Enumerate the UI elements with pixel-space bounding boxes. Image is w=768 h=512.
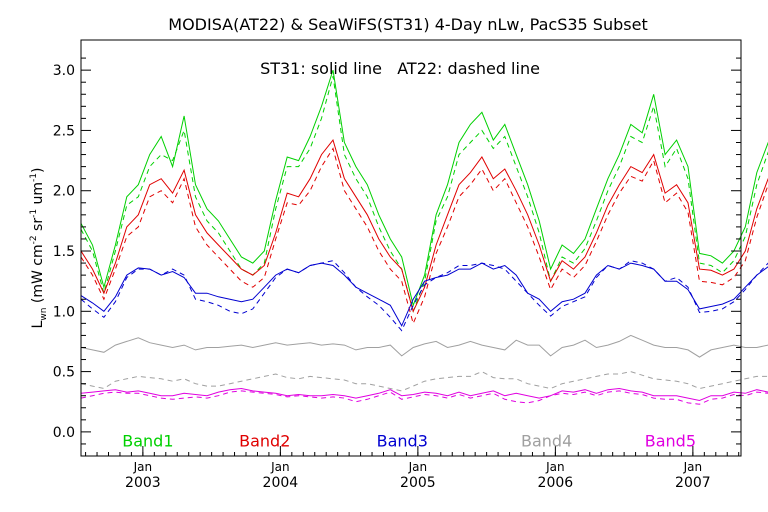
legend-b4: Band4 [521,431,572,450]
y-tick-label: 2.0 [53,184,75,200]
chart-title: MODISA(AT22) & SeaWiFS(ST31) 4-Day nLw, … [168,15,647,34]
ylabel-subscript: wn [39,308,49,321]
b1-at22-line [80,76,768,313]
y-tick-label: 0.0 [53,425,75,441]
b1-st31-line [80,69,768,308]
plot-series [80,69,768,405]
ylabel-exp-1: -2 [29,235,39,244]
x-tick-month: Jan [133,460,153,474]
b4-st31-line [80,334,768,358]
x-tick-month: Jan [683,460,703,474]
b3-st31-line [80,262,768,327]
legend: Band1 Band2 Band3 Band4 Band5 [122,431,696,450]
y-tick-label: 2.5 [53,123,75,139]
b2-st31-line [80,139,768,313]
ylabel-exp-2: -1 [29,209,39,218]
y-tick-label: 1.0 [53,304,75,320]
y-tick-label: 0.5 [53,365,75,381]
plot-frame [80,39,742,457]
x-tick-year: 2005 [400,475,436,491]
b2-at22-line [80,147,768,325]
y-axis: 0.0 0.5 1.0 1.5 2.0 2.5 3.0 [53,57,741,445]
x-tick-month: Jan [270,460,290,474]
ylabel-main: L [30,320,46,328]
line-style-annotation: ST31: solid line AT22: dashed line [260,59,540,78]
x-tick-month: Jan [545,460,565,474]
b5-at22-line [80,390,768,405]
x-tick-month: Jan [408,460,428,474]
ylabel-units-3: um [30,182,46,209]
y-tick-label: 1.5 [53,244,75,260]
y-tick-label: 3.0 [53,63,75,79]
ylabel-exp-3: -1 [29,173,39,182]
y-axis-label: Lwn (mW cm-2 sr-1 um-1) [29,168,49,329]
x-tick-year: 2004 [263,475,299,491]
ylabel-units-1: (mW cm [30,244,46,307]
legend-b1: Band1 [122,431,173,450]
legend-b3: Band3 [377,431,428,450]
b5-st31-line [80,387,768,402]
b4-at22-line [80,371,768,392]
ylabel-units-4: ) [30,168,46,173]
x-tick-year: 2003 [125,475,161,491]
ylabel-units-2: sr [30,218,46,236]
legend-b2: Band2 [239,431,290,450]
x-tick-year: 2007 [675,475,711,491]
legend-b5: Band5 [645,431,696,450]
x-tick-year: 2006 [538,475,574,491]
